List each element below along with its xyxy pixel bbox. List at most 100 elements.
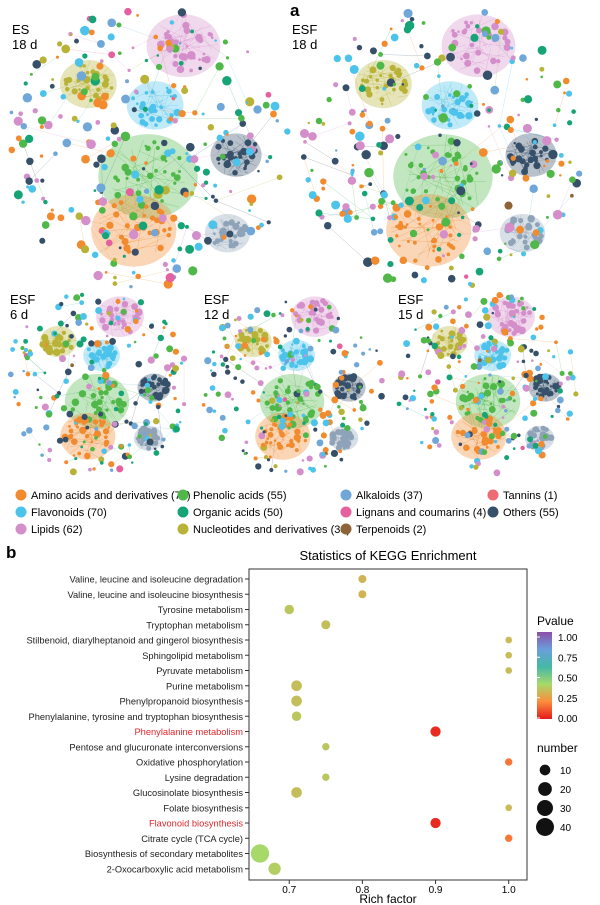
network-node bbox=[471, 426, 478, 433]
point bbox=[505, 804, 513, 812]
network-node bbox=[202, 168, 210, 176]
network-node bbox=[546, 169, 555, 178]
network-node bbox=[70, 363, 74, 368]
network-node bbox=[430, 174, 436, 180]
network-node bbox=[211, 371, 217, 378]
network-node bbox=[75, 212, 83, 220]
network-node bbox=[254, 365, 260, 371]
network-node bbox=[466, 407, 470, 412]
network-node bbox=[27, 351, 34, 357]
network-node bbox=[107, 426, 110, 429]
network-node bbox=[302, 432, 309, 439]
network-edge bbox=[227, 325, 239, 347]
network-node bbox=[498, 347, 505, 355]
network-edge bbox=[434, 101, 466, 113]
network-node bbox=[37, 116, 47, 125]
network-node bbox=[243, 354, 247, 357]
network-node bbox=[34, 405, 38, 410]
network-node bbox=[506, 115, 515, 124]
network-node bbox=[102, 415, 107, 420]
network-node bbox=[308, 379, 315, 386]
network-node bbox=[152, 440, 159, 446]
network-node bbox=[474, 345, 480, 352]
network-node bbox=[496, 354, 503, 362]
network-node bbox=[149, 215, 156, 221]
network-node bbox=[334, 149, 338, 152]
network-node bbox=[448, 233, 453, 238]
network-node bbox=[201, 56, 207, 63]
network-node bbox=[533, 350, 539, 357]
network-node bbox=[382, 86, 386, 91]
network-edge bbox=[459, 227, 510, 236]
network-edge bbox=[304, 307, 317, 324]
network-node bbox=[384, 117, 391, 124]
network-node bbox=[92, 92, 99, 99]
network-node bbox=[549, 385, 553, 388]
network-node bbox=[289, 362, 295, 368]
network-node bbox=[110, 383, 115, 388]
network-node bbox=[146, 445, 152, 451]
network-node bbox=[379, 125, 386, 132]
network-node bbox=[143, 422, 148, 427]
network-node bbox=[568, 160, 572, 164]
network-node bbox=[448, 265, 454, 271]
network-edge bbox=[250, 352, 253, 354]
network-edge bbox=[80, 86, 102, 95]
network-node bbox=[488, 433, 495, 440]
network-node bbox=[219, 414, 226, 421]
network-node bbox=[457, 30, 460, 33]
point bbox=[505, 758, 513, 766]
network-edge bbox=[499, 57, 514, 127]
network-node bbox=[532, 396, 538, 402]
network-node bbox=[368, 388, 374, 394]
network-node bbox=[113, 275, 117, 280]
network-node bbox=[420, 277, 427, 284]
network-edge bbox=[134, 109, 171, 120]
network-node bbox=[161, 437, 166, 442]
network-edge bbox=[433, 82, 452, 125]
network-node bbox=[131, 461, 134, 464]
network-edge bbox=[270, 367, 307, 393]
network-node bbox=[96, 349, 102, 356]
network-node bbox=[116, 136, 122, 142]
network-node bbox=[105, 334, 109, 338]
network-node bbox=[405, 407, 409, 411]
network-node bbox=[115, 298, 121, 304]
network-node bbox=[435, 196, 440, 202]
network-node bbox=[144, 204, 149, 209]
network-node bbox=[20, 345, 25, 350]
network-node bbox=[413, 62, 420, 69]
network-node bbox=[203, 392, 208, 397]
network-node bbox=[107, 18, 117, 28]
network-node bbox=[38, 443, 41, 446]
network-label-esf-6d: ESF 6 d bbox=[10, 292, 35, 322]
network-node bbox=[215, 62, 224, 71]
network-node bbox=[82, 53, 88, 59]
network-node bbox=[520, 296, 524, 301]
network-node bbox=[338, 369, 344, 375]
network-node bbox=[303, 391, 310, 397]
network-node bbox=[379, 141, 389, 151]
network-edge bbox=[407, 216, 433, 242]
network-node bbox=[225, 364, 230, 369]
network-node bbox=[378, 392, 385, 400]
network-node bbox=[177, 8, 187, 17]
network-node bbox=[56, 437, 64, 444]
network-node bbox=[516, 433, 521, 438]
network-node bbox=[147, 356, 155, 364]
network-edge bbox=[137, 384, 144, 388]
pathway-label: Purine metabolism bbox=[166, 681, 243, 691]
network-node bbox=[173, 174, 181, 182]
network-node bbox=[210, 194, 215, 199]
network-node bbox=[458, 405, 464, 411]
network-node bbox=[566, 90, 573, 97]
network-node bbox=[352, 408, 357, 412]
network-edge bbox=[283, 396, 297, 413]
network-node bbox=[266, 220, 271, 225]
network-node bbox=[29, 72, 33, 76]
network-nodes bbox=[299, 8, 583, 288]
network-node bbox=[379, 377, 385, 384]
network-node bbox=[458, 95, 466, 103]
network-node bbox=[284, 414, 288, 418]
network-node bbox=[466, 395, 472, 402]
